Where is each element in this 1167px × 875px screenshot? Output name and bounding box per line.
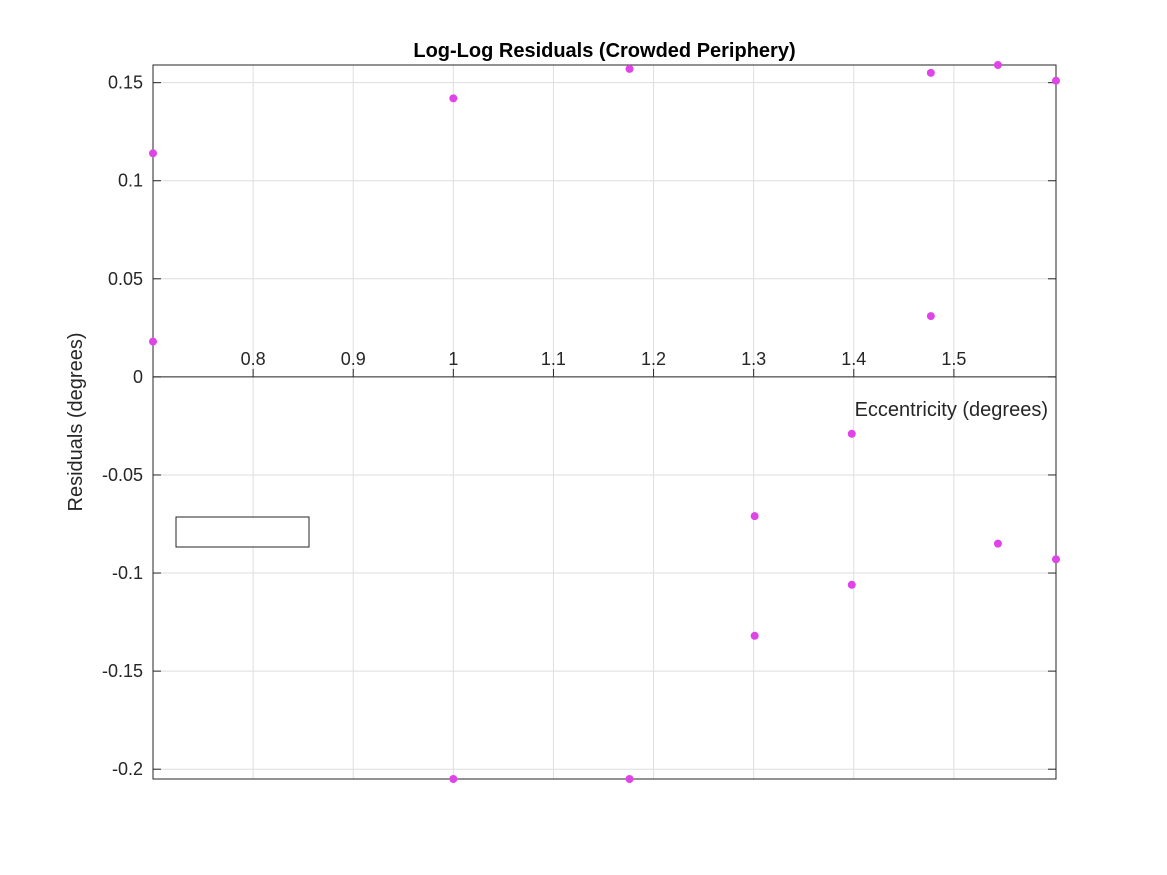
data-points xyxy=(149,61,1060,783)
data-point xyxy=(625,775,634,783)
chart-title: Log-Log Residuals (Crowded Periphery) xyxy=(413,40,795,62)
data-point xyxy=(926,68,935,77)
x-tick-label: 1.1 xyxy=(541,349,566,369)
x-tick-label: 1.5 xyxy=(941,349,966,369)
data-point xyxy=(926,312,935,321)
x-tick-label: 0.9 xyxy=(341,349,366,369)
data-point xyxy=(149,149,157,158)
y-tick-label: 0.05 xyxy=(108,269,143,289)
x-tick-labels: 0.8 0.9 1 1.1 1.2 1.3 1.4 1.5 xyxy=(241,349,967,369)
data-point xyxy=(625,64,634,73)
data-point xyxy=(750,512,759,521)
plot-area-border xyxy=(152,64,1057,780)
y-tick-label: -0.1 xyxy=(112,563,143,583)
x-tick-label: 1.4 xyxy=(841,349,866,369)
x-axis-label: Eccentricity (degrees) xyxy=(855,399,1048,421)
data-point xyxy=(1052,76,1060,85)
y-tick-label: 0 xyxy=(133,367,143,387)
data-point xyxy=(847,429,856,438)
legend-box xyxy=(175,516,310,548)
data-point xyxy=(993,539,1002,548)
x-tick-label: 1.3 xyxy=(741,349,766,369)
data-point xyxy=(449,775,458,783)
y-axis-label: Residuals (degrees) xyxy=(65,333,87,512)
data-point xyxy=(993,61,1002,69)
axis-ticks xyxy=(153,82,1056,770)
x-tick-label: 0.8 xyxy=(241,349,266,369)
y-tick-label: -0.05 xyxy=(102,465,143,485)
x-tick-label: 1.2 xyxy=(641,349,666,369)
data-point xyxy=(149,337,157,346)
data-point xyxy=(847,580,856,589)
y-tick-label: 0.1 xyxy=(118,171,143,191)
x-tick-label: 1 xyxy=(448,349,458,369)
y-tick-labels: -0.2 -0.15 -0.1 -0.05 0 0.05 0.1 0.15 xyxy=(102,73,143,780)
y-tick-label: -0.2 xyxy=(112,759,143,779)
data-point xyxy=(1052,555,1060,564)
data-point xyxy=(449,94,458,103)
y-tick-label: 0.15 xyxy=(108,73,143,93)
y-tick-label: -0.15 xyxy=(102,661,143,681)
data-point xyxy=(750,631,759,640)
